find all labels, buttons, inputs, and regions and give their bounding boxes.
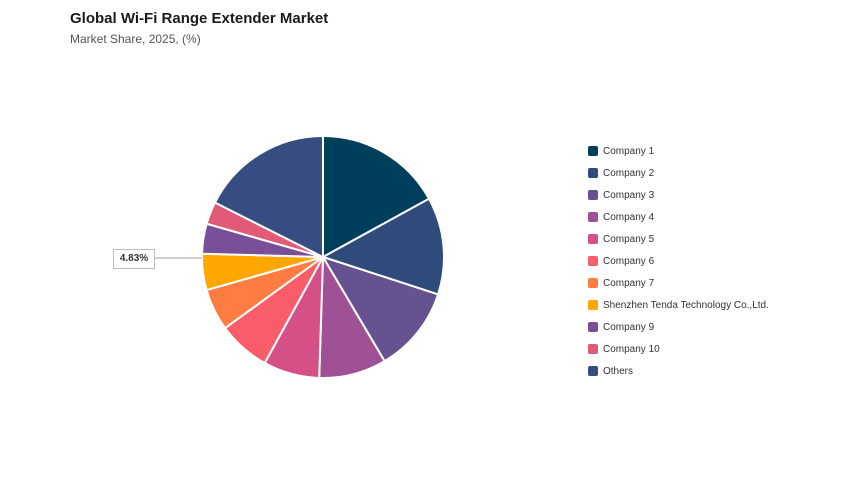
legend-item-company-10[interactable]: Company 10 bbox=[588, 338, 769, 360]
legend-label: Company 10 bbox=[603, 343, 660, 355]
legend-item-company-2[interactable]: Company 2 bbox=[588, 162, 769, 184]
chart-legend: Company 1 Company 2 Company 3 Company 4 Comp… bbox=[588, 140, 769, 382]
legend-item-company-4[interactable]: Company 4 bbox=[588, 206, 769, 228]
legend-item-others[interactable]: Others bbox=[588, 360, 769, 382]
legend-label: Company 5 bbox=[603, 233, 655, 245]
legend-item-company-3[interactable]: Company 3 bbox=[588, 184, 769, 206]
chart-header: Global Wi-Fi Range Extender Market Marke… bbox=[70, 9, 328, 47]
legend-item-shenzhen-tenda-technology-co-ltd[interactable]: Shenzhen Tenda Technology Co.,Ltd. bbox=[588, 294, 769, 316]
legend-item-company-5[interactable]: Company 5 bbox=[588, 228, 769, 250]
legend-item-company-9[interactable]: Company 9 bbox=[588, 316, 769, 338]
legend-swatch bbox=[588, 366, 598, 376]
legend-swatch bbox=[588, 344, 598, 354]
legend-label: Company 3 bbox=[603, 189, 655, 201]
legend-swatch bbox=[588, 300, 598, 310]
legend-label: Company 2 bbox=[603, 167, 655, 179]
legend-label: Company 6 bbox=[603, 255, 655, 267]
data-label-tenda: 4.83% bbox=[113, 249, 155, 269]
legend-label: Company 9 bbox=[603, 321, 655, 333]
legend-swatch bbox=[588, 212, 598, 222]
pie-slice-company-3[interactable] bbox=[320, 255, 440, 363]
legend-swatch bbox=[588, 322, 598, 332]
legend-swatch bbox=[588, 256, 598, 266]
legend-label: Shenzhen Tenda Technology Co.,Ltd. bbox=[603, 299, 769, 311]
chart-subtitle: Market Share, 2025, (%) bbox=[70, 32, 201, 46]
pie-slice-others[interactable] bbox=[213, 134, 324, 259]
legend-item-company-1[interactable]: Company 1 bbox=[588, 140, 769, 162]
legend-label: Company 4 bbox=[603, 211, 655, 223]
pie-slice-company-2[interactable] bbox=[320, 197, 445, 296]
legend-label: Company 7 bbox=[603, 277, 655, 289]
legend-item-company-7[interactable]: Company 7 bbox=[588, 272, 769, 294]
legend-swatch bbox=[588, 234, 598, 244]
pie-slice-company-1[interactable] bbox=[322, 134, 431, 259]
legend-swatch bbox=[588, 146, 598, 156]
pie-slices bbox=[201, 134, 445, 379]
legend-swatch bbox=[588, 168, 598, 178]
chart-title: Global Wi-Fi Range Extender Market bbox=[70, 10, 329, 27]
legend-swatch bbox=[588, 278, 598, 288]
legend-label: Company 1 bbox=[603, 145, 655, 157]
legend-label: Others bbox=[603, 365, 634, 377]
legend-item-company-6[interactable]: Company 6 bbox=[588, 250, 769, 272]
legend-swatch bbox=[588, 190, 598, 200]
